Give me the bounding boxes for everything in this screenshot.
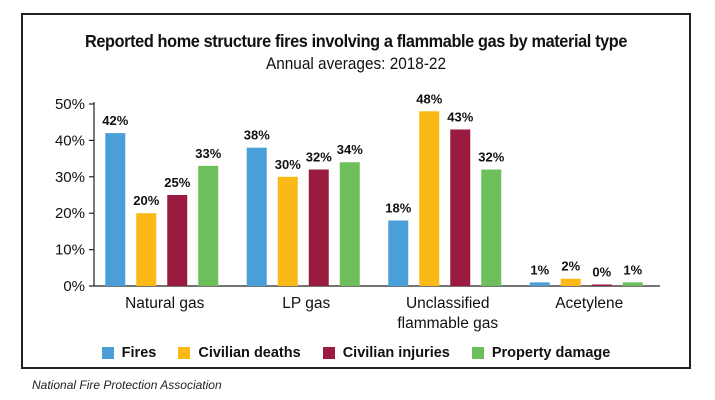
data-label: 25%	[164, 175, 190, 190]
bar	[136, 213, 157, 286]
legend-label: Property damage	[491, 345, 611, 361]
data-label: 20%	[133, 193, 159, 208]
bar	[277, 176, 298, 286]
x-tick-label: LP gas	[282, 295, 330, 312]
legend-swatch	[178, 347, 191, 359]
bar	[450, 129, 471, 286]
data-label: 0%	[592, 265, 611, 280]
x-tick-label: Unclassified	[406, 295, 490, 312]
data-label: 32%	[306, 150, 332, 165]
data-label: 1%	[530, 262, 549, 277]
legend-swatch	[471, 347, 484, 359]
bar	[198, 165, 219, 286]
bar	[167, 195, 188, 286]
chart-subtitle: Annual averages: 2018-22	[265, 55, 447, 73]
legend-swatch	[322, 347, 335, 359]
data-label: 48%	[416, 91, 442, 106]
data-label: 38%	[244, 128, 270, 143]
legend-swatch	[101, 347, 114, 359]
chart-title: Reported home structure fires involving …	[84, 31, 628, 51]
x-tick-label: flammable gas	[397, 315, 498, 332]
legend-item: Civilian injuries	[322, 345, 450, 361]
data-label: 30%	[275, 157, 301, 172]
bar	[105, 133, 126, 286]
bar	[246, 147, 267, 286]
data-label: 43%	[447, 109, 473, 124]
legend-label: Civilian injuries	[342, 345, 450, 361]
bar	[339, 162, 360, 286]
bar	[529, 282, 550, 286]
data-label: 1%	[623, 262, 642, 277]
data-label: 18%	[385, 200, 411, 215]
legend-item: Civilian deaths	[178, 345, 301, 361]
bar	[560, 278, 581, 286]
bar	[308, 169, 329, 286]
data-label: 2%	[561, 259, 580, 274]
y-tick-label: 30%	[55, 169, 85, 186]
data-label: 33%	[195, 146, 221, 161]
y-tick-label: 40%	[55, 132, 85, 149]
y-tick-label: 0%	[63, 278, 85, 295]
x-tick-label: Acetylene	[555, 295, 623, 312]
data-label: 42%	[102, 113, 128, 128]
bar	[591, 284, 612, 286]
bar	[419, 111, 440, 286]
legend-label: Fires	[121, 345, 157, 361]
y-tick-label: 10%	[55, 242, 85, 259]
bar	[388, 220, 409, 286]
bar	[622, 282, 643, 286]
legend-label: Civilian deaths	[198, 345, 301, 361]
data-label: 32%	[478, 150, 504, 165]
y-tick-label: 20%	[55, 205, 85, 222]
legend-item: Property damage	[471, 345, 611, 361]
data-label: 34%	[337, 142, 363, 157]
legend: Fires Civilian deaths Civilian injuries Pro…	[23, 345, 689, 361]
y-tick-label: 50%	[55, 96, 85, 113]
chart-frame: Reported home structure fires involving …	[21, 13, 691, 369]
bar	[481, 169, 502, 286]
legend-item: Fires	[101, 345, 157, 361]
source-note: National Fire Protection Association	[32, 378, 222, 392]
x-tick-label: Natural gas	[125, 295, 205, 312]
